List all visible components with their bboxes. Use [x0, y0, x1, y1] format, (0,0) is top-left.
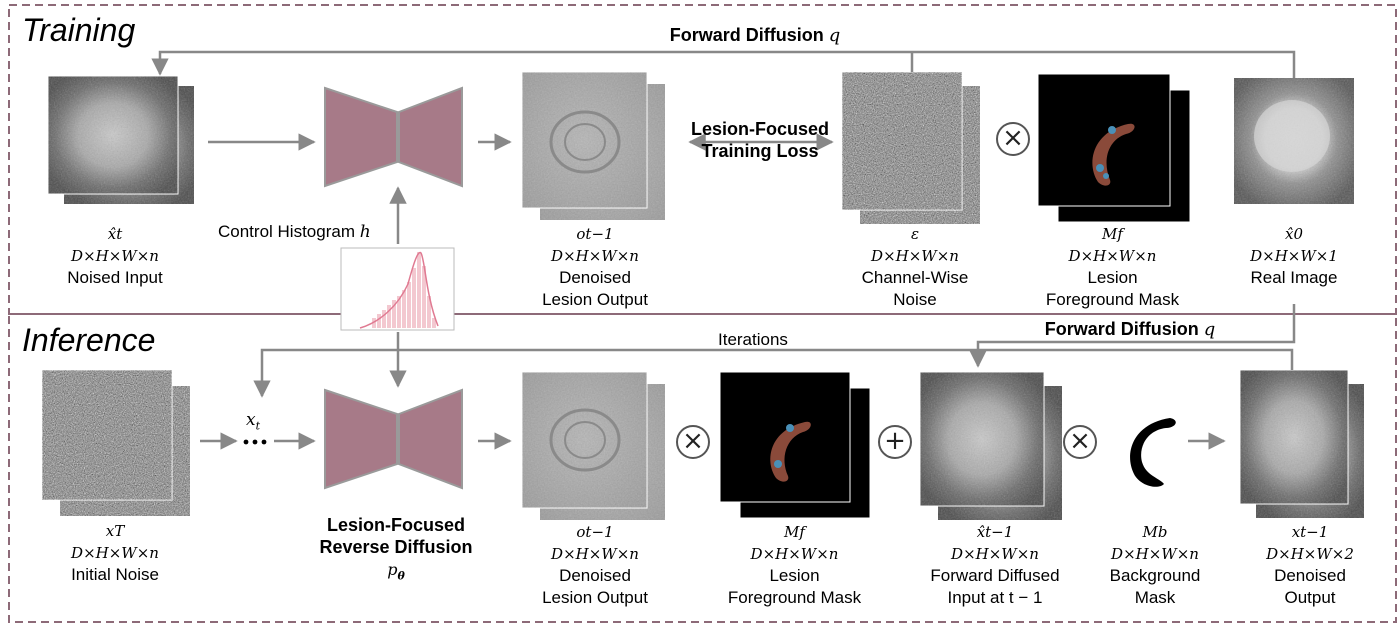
- training-section-title: Training: [22, 12, 136, 48]
- reverse-diffusion-label: Lesion-Focused Reverse Diffusion pθ: [319, 515, 473, 583]
- background-mask-caption: Mb D×H×W×n Background Mask: [1109, 523, 1201, 607]
- inference-denoised-caption: ot−1 D×H×W×n Denoised Lesion Output: [542, 523, 648, 607]
- background-mask-image: [1130, 418, 1176, 487]
- lesion-focused-loss-label: Lesion-Focused Training Loss: [690, 119, 829, 161]
- forward-diffusion-inference-label: Forward Diffusion q: [1044, 319, 1216, 340]
- inference-mask-image: [719, 371, 871, 519]
- training-mask-caption: Mf D×H×W×n Lesion Foreground Mask: [1045, 225, 1180, 309]
- initial-noise-image: [41, 369, 190, 516]
- forward-diffusion-training-arrow: [151, 50, 1296, 78]
- initial-noise-caption: xT D×H×W×n Initial Noise: [71, 522, 159, 584]
- iterations-arrow: [253, 348, 1294, 398]
- noised-input-caption: x̂t D×H×W×n Noised Input: [67, 225, 163, 287]
- training-mask-image: [1037, 73, 1191, 223]
- inference-unet: [324, 388, 463, 490]
- inference-mask-caption: Mf D×H×W×n Lesion Foreground Mask: [727, 523, 862, 607]
- noise-caption: ε D×H×W×n Channel-Wise Noise: [861, 225, 969, 309]
- multiply-operator: ×: [996, 122, 1030, 156]
- final-output-caption: xt−1 D×H×W×2 Denoised Output: [1266, 523, 1354, 607]
- xt-dots: [243, 439, 267, 445]
- add-operator: +: [878, 425, 912, 459]
- real-image-caption: x̂0 D×H×W×1 Real Image: [1250, 225, 1338, 287]
- training-frame: [8, 4, 1397, 315]
- control-histogram-image: [340, 247, 455, 331]
- forward-diffusion-inference-arrow: [969, 304, 1296, 368]
- training-unet: [324, 86, 463, 188]
- xt-label: xt: [246, 410, 261, 433]
- inference-section-title: Inference: [22, 322, 156, 358]
- multiply-operator: ×: [676, 425, 710, 459]
- forward-diffused-caption: x̂t−1 D×H×W×n Forward Diffused Input at …: [930, 523, 1060, 607]
- training-noised-input-image: [47, 75, 194, 204]
- forward-diffusion-label: Forward Diffusion q: [669, 25, 841, 46]
- training-real-image: [1234, 78, 1354, 204]
- control-histogram-label: Control Histogram h: [218, 222, 371, 242]
- iterations-label: Iterations: [718, 330, 788, 349]
- training-denoised-output-image: [521, 71, 665, 220]
- inference-frame: [8, 313, 1397, 623]
- inference-denoised-output-image: [521, 371, 665, 520]
- final-output-image: [1239, 369, 1364, 518]
- training-noise-image: [841, 71, 980, 224]
- training-denoised-caption: ot−1 D×H×W×n Denoised Lesion Output: [542, 225, 648, 309]
- multiply-operator: ×: [1063, 425, 1097, 459]
- forward-diffused-image: [919, 371, 1062, 520]
